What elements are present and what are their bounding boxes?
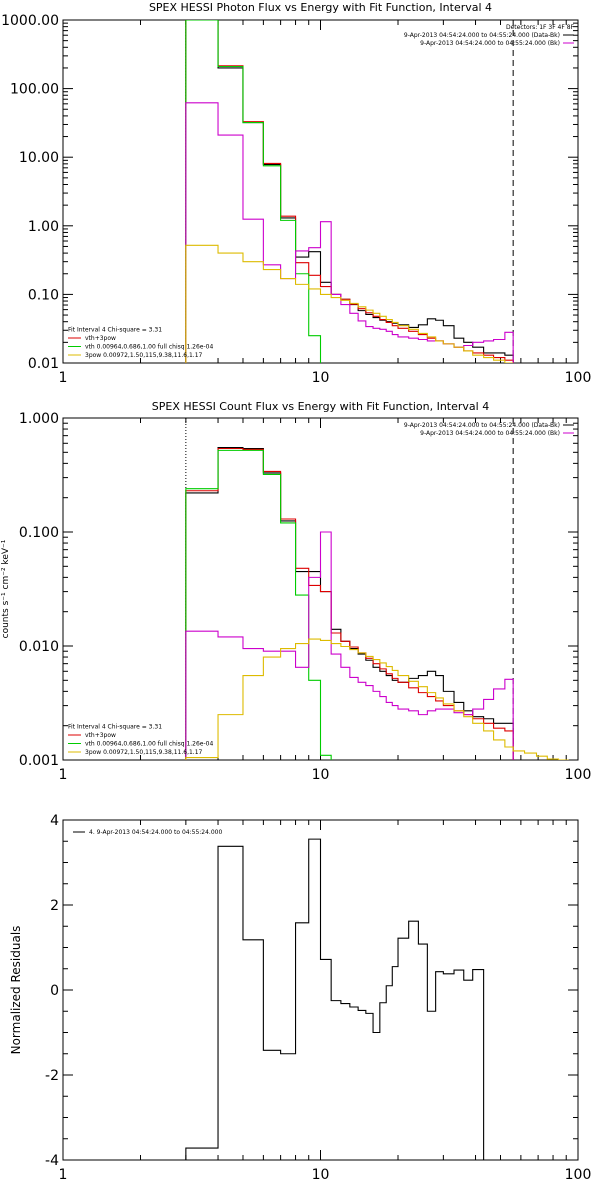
series-4-step-line: [185, 244, 514, 363]
legend-entry-label: 9-Apr-2013 04:54:24.000 to 04:55:24.000 …: [404, 32, 560, 39]
chart-title: SPEX HESSI Count Flux vs Energy with Fit…: [152, 400, 489, 413]
x-tick-label: 100: [565, 370, 592, 386]
legend-entry-label: vth+3pow: [85, 732, 116, 739]
y-tick-label: 100.00: [10, 82, 59, 98]
series-layer: [185, 838, 485, 1160]
series-4-step-line: [185, 638, 569, 760]
x-tick-label: 10: [312, 370, 330, 386]
legend-entry-label: vth+3pow: [85, 335, 116, 342]
x-tick-label: 10: [312, 767, 330, 783]
fit-legend: Fit Interval 4 Chi-square = 3.31vth+3pow…: [68, 327, 213, 359]
x-tick-label: 1: [59, 767, 68, 783]
x-tick-label: 100: [565, 767, 592, 783]
legend-entry-label: 9-Apr-2013 04:54:24.000 to 04:55:24.000 …: [420, 40, 560, 47]
series-2-step-line: [185, 20, 332, 363]
series-0-step-line: [185, 447, 514, 760]
x-tick-label: 1: [59, 370, 68, 386]
y-tick-label: 1000.00: [1, 13, 59, 29]
legend-entry-label: 3pow 0.00972,1.50,115,9.38,11.6,1.17: [85, 352, 203, 359]
series-0-step-line: [185, 838, 485, 1160]
legend-entry-label: 9-Apr-2013 04:54:24.000 to 04:55:24.000 …: [420, 430, 560, 437]
legend-entry-label: vth 0.00964,0.686,1.00 full chisq 1.26e-…: [85, 344, 213, 351]
chart-title: SPEX HESSI Photon Flux vs Energy with Fi…: [149, 1, 492, 14]
photon-flux-panel: SPEX HESSI Photon Flux vs Energy with Fi…: [1, 1, 591, 386]
x-tick-label: 1: [59, 1167, 68, 1183]
y-tick-label: 4: [50, 813, 59, 829]
fit-legend: Fit Interval 4 Chi-square = 3.31vth+3pow…: [68, 724, 213, 756]
x-tick-label: 10: [312, 1167, 330, 1183]
y-tick-label: 0.01: [28, 356, 59, 372]
y-tick-label: 0.001: [19, 753, 59, 769]
legend-entry-label: 4. 9-Apr-2013 04:54:24.000 to 04:55:24.0…: [89, 829, 222, 836]
y-tick-label: 1.00: [28, 219, 59, 235]
y-tick-label: 2: [50, 898, 59, 914]
y-tick-label: -4: [45, 1153, 59, 1169]
y-tick-label: 0: [50, 983, 59, 999]
series-0-step-line: [185, 20, 514, 363]
y-tick-label: 0.100: [19, 525, 59, 541]
legend-entry-label: 9-Apr-2013 04:54:24.000 to 04:55:24.000 …: [404, 422, 560, 429]
y-axis-label: counts s⁻¹ cm⁻² keV⁻¹: [1, 539, 11, 638]
count-flux-panel: SPEX HESSI Count Flux vs Energy with Fit…: [1, 400, 591, 783]
y-tick-label: 0.010: [19, 639, 59, 655]
series-layer: [185, 20, 514, 363]
series-2-step-line: [185, 449, 332, 760]
legend-entry-label: 3pow 0.00972,1.50,115,9.38,11.6,1.17: [85, 749, 203, 756]
plot-frame: [62, 19, 579, 364]
y-axis-label: Normalized Residuals: [9, 926, 23, 1055]
y-tick-label: 10.00: [19, 150, 59, 166]
fit-legend-header: Fit Interval 4 Chi-square = 3.31: [68, 724, 162, 731]
series-3-step-line: [185, 531, 514, 760]
y-tick-label: 0.10: [28, 287, 59, 303]
residuals-panel: Normalized Residuals 1 10 100 -4 -2 0 2 4 4. 9-Ap…: [9, 813, 591, 1183]
y-tick-label: 1.000: [19, 411, 59, 427]
x-tick-label: 100: [565, 1167, 592, 1183]
series-3-step-line: [185, 102, 514, 363]
legend-entry-label: vth 0.00964,0.686,1.00 full chisq 1.26e-…: [85, 741, 213, 748]
detectors-label: Detectors: 1F 3F 4F 8F: [506, 24, 575, 31]
residual-legend: 4. 9-Apr-2013 04:54:24.000 to 04:55:24.0…: [73, 829, 222, 836]
data-legend: Detectors: 1F 3F 4F 8F9-Apr-2013 04:54:2…: [404, 24, 575, 47]
fit-legend-header: Fit Interval 4 Chi-square = 3.31: [68, 327, 162, 334]
series-layer: [185, 447, 569, 760]
data-legend: 9-Apr-2013 04:54:24.000 to 04:55:24.000 …: [404, 422, 574, 437]
y-tick-label: -2: [45, 1068, 59, 1084]
